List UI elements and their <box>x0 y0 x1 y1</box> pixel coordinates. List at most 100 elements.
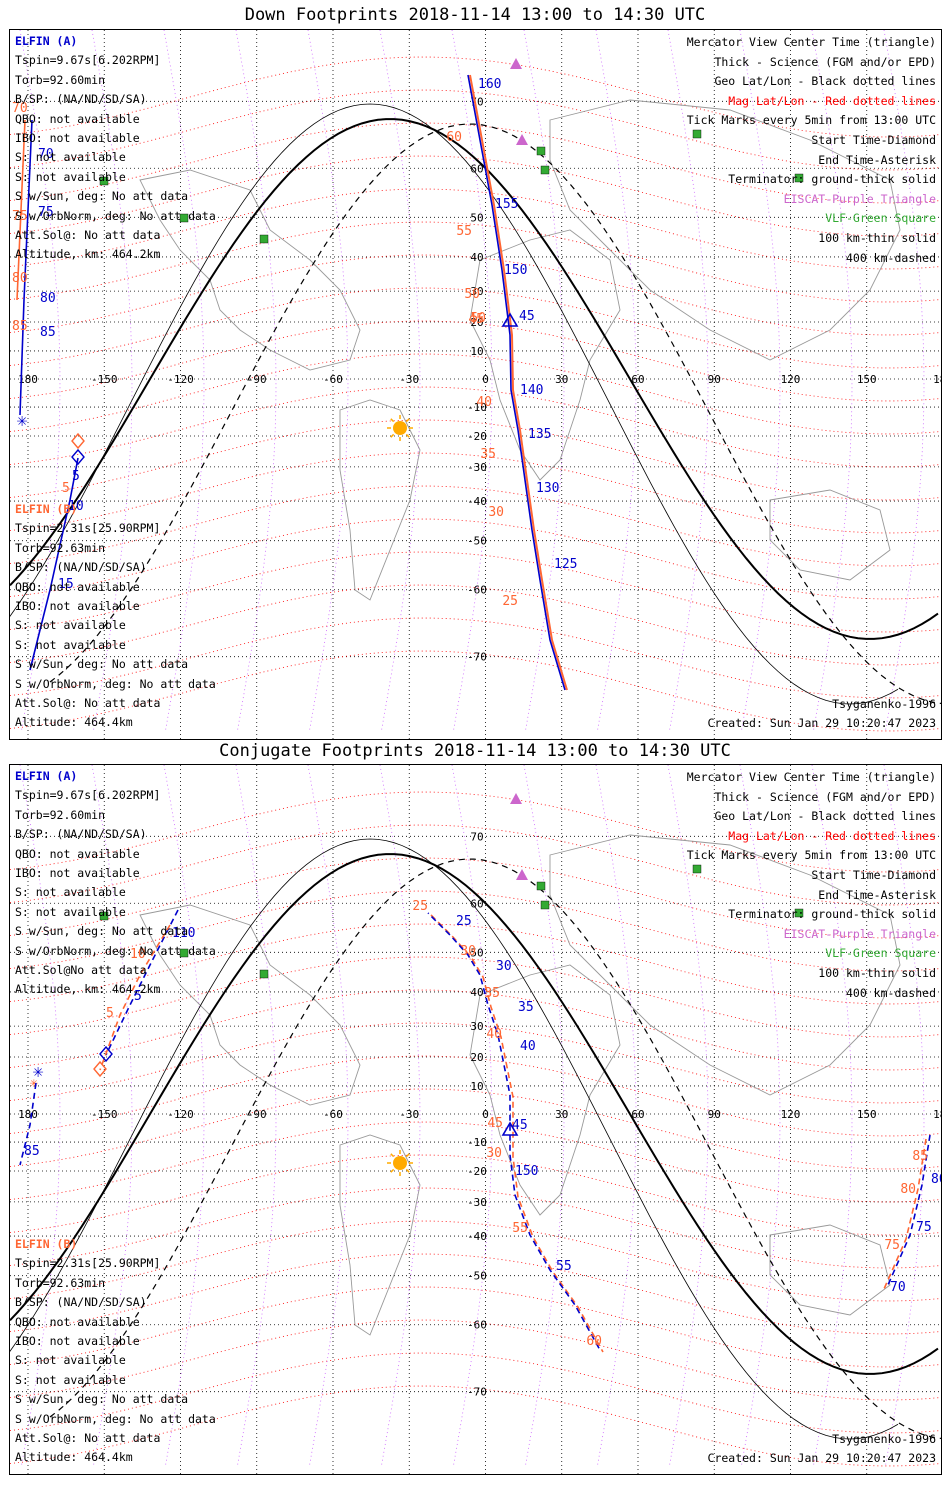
latitude-tick-label: 30 <box>470 1020 483 1033</box>
longitude-tick-label: 150 <box>857 1108 877 1121</box>
elfin-a-tick-label: 15 <box>58 577 74 592</box>
latitude-tick-label: 60 <box>470 162 483 175</box>
continent-outline <box>339 399 421 601</box>
latitude-tick-label: 50 <box>470 211 483 224</box>
elfin-b-tick-label: 30 <box>488 505 504 520</box>
legend-item: Mag Lat/Lon - Red dotted lines <box>728 828 936 843</box>
elfin-a-info-line: QBO: not available <box>15 111 140 126</box>
vlf-square <box>692 129 702 139</box>
elfin-b-tick-label: 50 <box>470 311 486 326</box>
elfin-a-tick-label: 160 <box>478 77 501 92</box>
elfin-b-info-line: S w/OrbNorm, deg: No att data <box>15 676 216 691</box>
longitude-tick-label: 180 <box>18 1108 38 1121</box>
sun-ray <box>405 1168 410 1173</box>
elfin-b-tick-label: 80 <box>900 1182 916 1197</box>
elfin-b-info-line: Tspin=2.31s[25.90RPM] <box>15 521 161 536</box>
elfin-b-info-line: B/SP: (NA/ND/SD/SA) <box>15 560 147 575</box>
latitude-tick-label: -10 <box>467 401 487 414</box>
elfin-b-info-line: IBO: not available <box>15 1334 140 1349</box>
vlf-square <box>259 969 269 979</box>
mag-longitude-line <box>667 765 709 1466</box>
legend-item: 100 km-thin solid <box>818 230 936 245</box>
mag-latitude-line <box>10 1055 941 1137</box>
elfin-a-tick-label: 85 <box>24 1144 40 1159</box>
elfin-b-tick-label: 25 <box>412 899 428 914</box>
mag-longitude-line <box>19 30 61 731</box>
elfin-a-info-line: IBO: not available <box>15 131 140 146</box>
terminator-line <box>10 118 939 640</box>
elfin-a-info-line: Att.Sol@No att data <box>15 963 147 978</box>
longitude-tick-label: 180 <box>18 373 38 386</box>
elfin-b-info-line: Torb=92.63min <box>15 540 106 555</box>
elfin-a-tick-label: 155 <box>495 197 518 212</box>
elfin-a-tick-label: 55 <box>556 1259 572 1274</box>
vlf-square <box>536 146 546 156</box>
elfin-b-info-line: Att.Sol@: No att data <box>15 696 161 711</box>
elfin-b-tick-label: 70 <box>12 101 28 116</box>
elfin-a-info-line: Torb=92.60min <box>15 72 106 87</box>
sun-ray <box>405 1153 410 1158</box>
elfin-a-info-line: S w/Sun, deg: No att data <box>15 189 189 204</box>
terminator-line <box>10 853 939 1375</box>
elfin-a-tick-label: 10 <box>68 499 84 514</box>
elfin-a-tick-label: 110 <box>172 926 195 941</box>
latitude-tick-label: 50 <box>470 946 483 959</box>
mag-longitude-line <box>811 765 853 1466</box>
mag-longitude-line <box>595 765 637 1466</box>
latitude-tick-label: 30 <box>470 285 483 298</box>
elfin-a-start-diamond <box>99 1045 113 1063</box>
elfin-b-info-line: QBO: not available <box>15 579 140 594</box>
legend-down: Mercator View Center Time (triangle) Thic… <box>687 33 936 268</box>
created-label: Created: Sun Jan 29 10:20:47 2023 <box>707 1451 936 1466</box>
elfin-a-info-line: S w/OrbNorm, deg: No att data <box>15 208 216 223</box>
elfin-b-info-line: IBO: not available <box>15 599 140 614</box>
vlf-square <box>259 234 269 244</box>
mag-longitude-line <box>883 30 925 731</box>
elfin-b-tick-label: 85 <box>912 1149 928 1164</box>
elfin-a-tick-label: 130 <box>536 481 559 496</box>
elfin-a-info-line: Altitude, km: 464.2km <box>15 247 161 262</box>
elfin-b-start-diamond <box>93 1060 107 1078</box>
mag-longitude-line <box>19 765 61 1466</box>
elfin-a-tick-label: 25 <box>456 914 472 929</box>
elfin-b-track-left <box>16 119 26 301</box>
elfin-a-tick-label: 45 <box>512 1118 528 1133</box>
latitude-tick-label: 20 <box>470 316 483 329</box>
vlf-square <box>794 908 804 918</box>
elfin-a-start-diamond <box>71 448 85 466</box>
elfin-a-tick-label: 150 <box>504 263 527 278</box>
elfin-a-tick-label: 40 <box>520 1039 536 1054</box>
elfin-a-info-line: S: not available <box>15 904 126 919</box>
latitude-tick-label: -60 <box>467 1319 487 1332</box>
longitude-tick-label: -30 <box>399 1108 419 1121</box>
sun-ray <box>390 1168 395 1173</box>
latitude-tick-label: 10 <box>470 345 483 358</box>
elfin-b-track-left <box>99 924 171 1071</box>
continent-outline <box>139 904 361 1106</box>
elfin-b-info-line: Torb=92.63min <box>15 1275 106 1290</box>
continent-outline <box>469 229 621 481</box>
elfin-a-track-left <box>19 119 33 416</box>
elfin-b-info-line: Altitude: 464.4km <box>15 715 133 730</box>
elfin-b-tick-label: 45 <box>487 1116 503 1131</box>
terminator-400km-line <box>49 123 941 705</box>
latitude-tick-label: -20 <box>467 1165 487 1178</box>
legend-item: Terminator: ground-thick solid <box>728 172 936 187</box>
center-time-triangle <box>501 1121 519 1136</box>
legend-conj: Mercator View Center Time (triangle) Thic… <box>687 768 936 1003</box>
elfin-a-tick-label: 70 <box>38 147 54 162</box>
legend-item: VLF-Green Square <box>825 946 936 961</box>
elfin-b-header: ELFIN (B) <box>15 502 78 516</box>
elfin-a-track <box>427 912 601 1351</box>
elfin-b-tick-label: 5 <box>106 1006 114 1021</box>
elfin-b-tick-label: 35 <box>484 986 500 1001</box>
elfin-b-info-line: S: not available <box>15 1353 126 1368</box>
down-map: 180 -150 -120 -90 -60 -30 0 30 60 90 120 150 180 70 60… <box>10 30 941 739</box>
elfin-a-info-line: Att.Sol@: No att data <box>15 228 161 243</box>
elfin-a-info-conj: ELFIN (A) Tspin=9.67s[6.202RPM] Torb=92.60… <box>15 767 216 1000</box>
vlf-square <box>794 173 804 183</box>
elfin-a-track <box>467 74 566 691</box>
sun-ray <box>390 1153 395 1158</box>
elfin-b-info-line: S w/OrbNorm, deg: No att data <box>15 1411 216 1426</box>
center-time-triangle <box>501 312 519 327</box>
